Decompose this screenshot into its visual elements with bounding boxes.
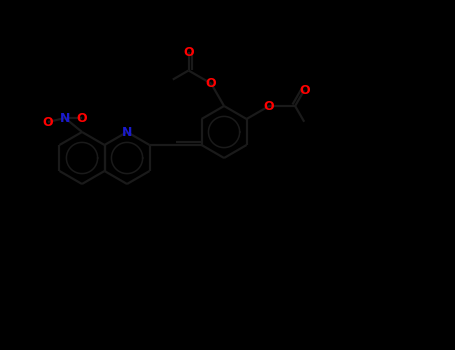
Text: O: O	[264, 99, 274, 112]
Text: N: N	[60, 112, 70, 125]
Text: N: N	[122, 126, 132, 139]
Text: O: O	[183, 46, 194, 59]
Text: O: O	[206, 77, 217, 90]
Text: O: O	[77, 112, 87, 125]
Text: O: O	[43, 116, 53, 128]
Text: O: O	[299, 84, 309, 97]
